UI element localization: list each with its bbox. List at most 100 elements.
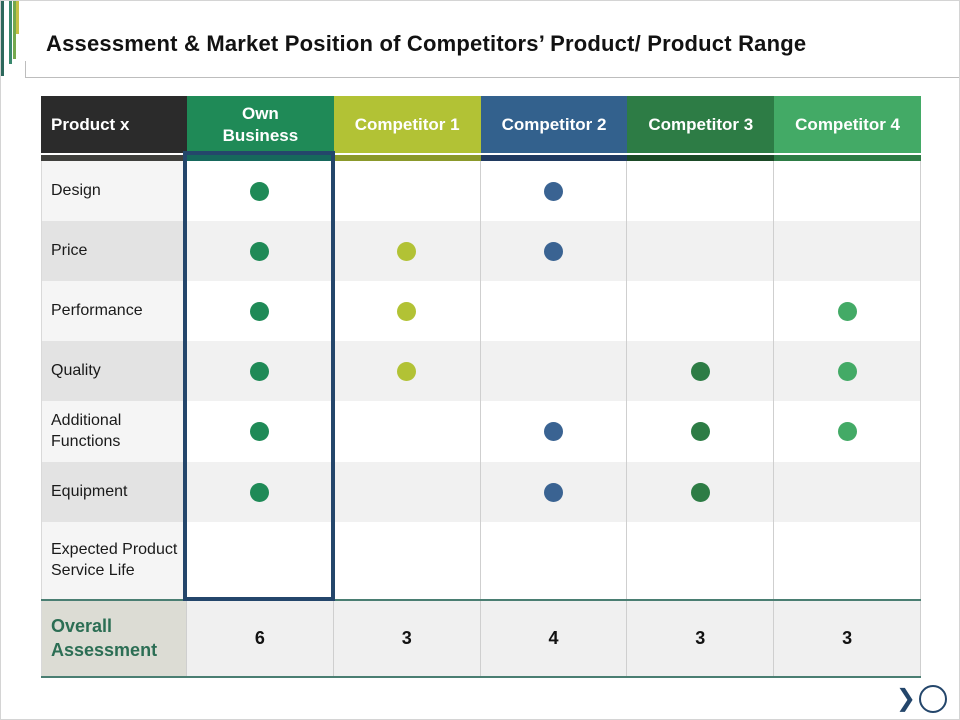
dot-cell [627,161,775,221]
dot-cell [774,522,921,599]
rating-dot [250,241,270,261]
column-header-4: Competitor 3 [627,96,775,153]
rating-dot [837,422,857,441]
table-row: Performance [41,281,921,341]
dot-cell [774,341,921,401]
column-header-2: Competitor 1 [333,96,481,153]
header-underline-strip [627,155,775,161]
dot-cell [480,221,628,281]
dot-cell [333,341,481,401]
dot-cell [333,522,481,599]
dot-cell [480,401,628,462]
column-header-5: Competitor 4 [774,96,921,153]
rating-dot [250,361,270,381]
dot-cell [480,462,628,522]
header-underline [41,153,187,161]
table-row: Price [41,221,921,281]
decorative-bar [1,1,4,76]
header-underline-strip [480,155,628,161]
summary-row: Overall Assessment 6 3 4 3 3 [41,599,921,678]
next-button[interactable]: ❯ [896,685,947,713]
decorative-bar [9,1,12,64]
rating-dot [543,422,563,441]
header-underline-strip [187,155,334,161]
row-label: Price [41,221,187,281]
next-chevron-icon[interactable]: ❯ [895,685,916,712]
table-header-row: Product x Own Business Competitor 1 Competi… [41,96,921,153]
header-underline-row [41,153,921,161]
row-label: Additional Functions [41,401,187,462]
dot-cell [333,281,481,341]
rating-dot [543,241,563,261]
comparison-table: Product x Own Business Competitor 1 Competi… [41,96,921,678]
dot-cell [187,161,334,221]
dot-cell [774,401,921,462]
rating-dot [690,422,710,441]
dot-cell [333,161,481,221]
summary-value: 3 [627,601,775,676]
table-row: Equipment [41,462,921,522]
column-header-1: Own Business [187,96,334,153]
dot-cell [187,281,334,341]
dot-cell [333,462,481,522]
rating-dot [397,301,417,321]
row-label: Expected Product Service Life [41,522,187,599]
dot-cell [774,462,921,522]
table-row: Expected Product Service Life [41,522,921,599]
header-underline-strip [774,155,921,161]
summary-value: 4 [480,601,628,676]
column-header-product-x: Product x [41,96,187,153]
header-underline-strip [333,155,481,161]
title-underline [25,61,959,78]
dot-cell [187,522,334,599]
dot-cell [627,341,775,401]
dot-cell [774,161,921,221]
summary-label: Overall Assessment [41,601,187,676]
dot-cell [627,462,775,522]
header-underline [774,153,921,161]
dot-cell [627,281,775,341]
rating-dot [837,361,857,381]
rating-dot [543,482,563,502]
rating-dot [250,181,270,201]
header-underline [187,153,334,161]
rating-dot [250,422,270,441]
dot-cell [480,281,628,341]
dot-cell [187,401,334,462]
summary-value: 3 [333,601,481,676]
rating-dot [543,181,563,201]
row-label: Equipment [41,462,187,522]
header-underline-strip [41,155,187,161]
summary-value: 3 [774,601,921,676]
rating-dot [690,361,710,381]
header-underline [333,153,481,161]
dot-cell [774,281,921,341]
summary-value: 6 [187,601,334,676]
row-label: Performance [41,281,187,341]
dot-cell [187,341,334,401]
decorative-bar [12,1,16,59]
header-underline [480,153,628,161]
header-underline [627,153,775,161]
dot-cell [480,522,628,599]
rating-dot [397,241,417,261]
decorative-bar [16,1,19,34]
dot-cell [187,221,334,281]
rating-dot [837,301,857,321]
rating-dot [250,301,270,321]
dot-cell [774,221,921,281]
table-row: Design [41,161,921,221]
rating-dot [250,482,270,502]
page-title: Assessment & Market Position of Competit… [46,31,807,56]
column-header-3: Competitor 2 [480,96,628,153]
table-row: Additional Functions [41,401,921,462]
row-label: Quality [41,341,187,401]
rating-dot [397,361,417,381]
table-row: Quality [41,341,921,401]
dot-cell [480,341,628,401]
next-circle-icon[interactable] [919,685,947,713]
dot-cell [187,462,334,522]
rating-dot [690,482,710,502]
dot-cell [627,522,775,599]
